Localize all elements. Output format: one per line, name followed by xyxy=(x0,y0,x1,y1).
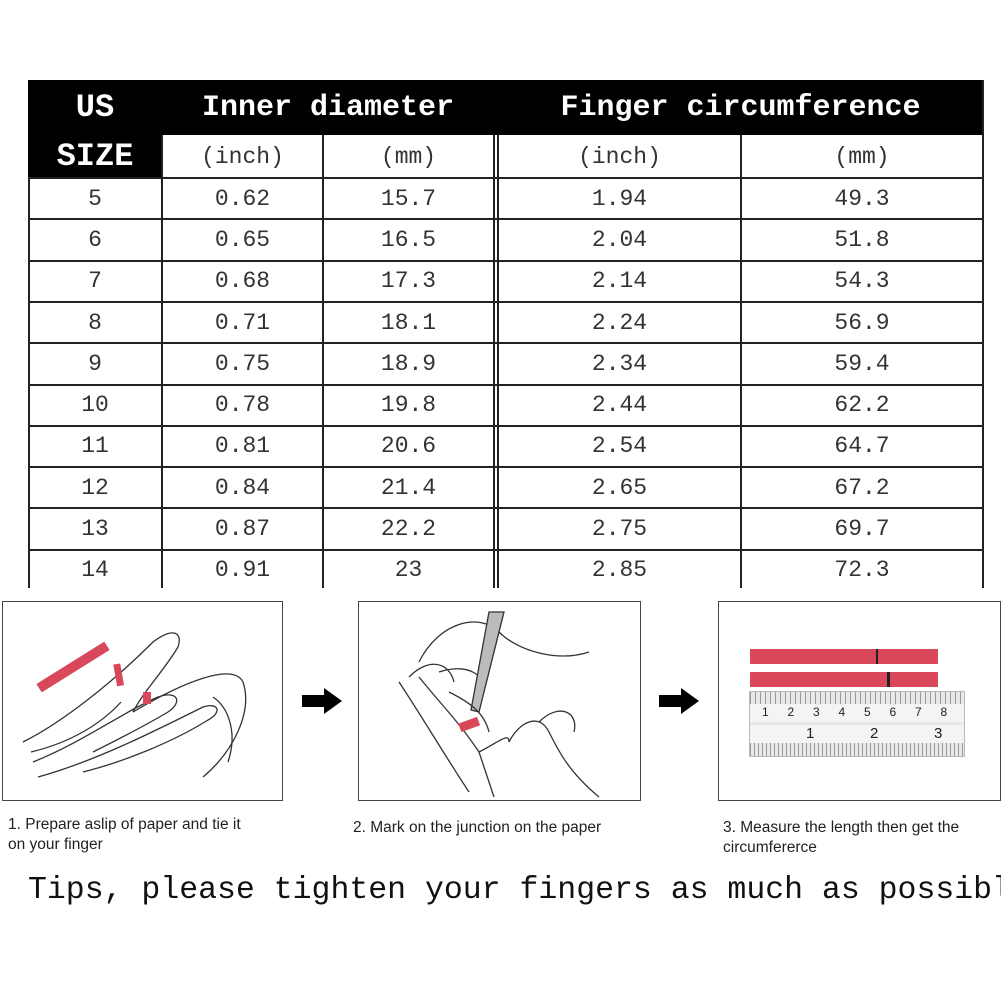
table-cell: 23 xyxy=(394,557,423,584)
table-cell: 0.75 xyxy=(214,350,271,377)
table-cell: 8 xyxy=(88,309,102,336)
table-cell: 13 xyxy=(81,516,109,543)
ruler-cm-label: 4 xyxy=(838,705,846,719)
step-1-illustration xyxy=(2,601,283,801)
ruler-cm-label: 6 xyxy=(889,705,897,719)
table-cell: 16.5 xyxy=(380,226,437,253)
tips-text: Tips, please tighten your fingers as muc… xyxy=(28,873,1001,908)
table-cell: 2.34 xyxy=(591,350,648,377)
table-cell: 1.94 xyxy=(591,185,648,212)
subheader-finger-mm: (mm) xyxy=(834,143,890,170)
subheader-inner-mm: (mm) xyxy=(380,143,437,170)
table-cell: 0.65 xyxy=(214,226,271,253)
step-2-illustration xyxy=(358,601,641,801)
ruler-inch-label: 3 xyxy=(934,725,943,742)
table-cell: 0.62 xyxy=(214,185,271,212)
table-cell: 12 xyxy=(81,474,109,501)
header-inner-diameter: Inner diameter xyxy=(162,80,494,135)
table-cell: 64.7 xyxy=(834,433,890,460)
ruler-cm-label: 8 xyxy=(940,705,948,719)
arrow-right-icon xyxy=(659,688,699,714)
table-cell: 59.4 xyxy=(834,350,890,377)
table-cell: 19.8 xyxy=(380,392,437,419)
table-cell: 2.85 xyxy=(591,557,648,584)
table-cell: 2.54 xyxy=(591,433,648,460)
table-cell: 67.2 xyxy=(834,474,890,501)
table-cell: 9 xyxy=(88,350,102,377)
table-cell: 2.04 xyxy=(591,226,648,253)
table-cell: 49.3 xyxy=(834,185,890,212)
step-3-caption: 3. Measure the length then get the circum… xyxy=(723,819,960,856)
table-cell: 14 xyxy=(81,557,109,584)
table-cell: 11 xyxy=(81,433,109,460)
paper-strip xyxy=(750,649,938,664)
ruler-cm-label: 7 xyxy=(915,705,922,719)
ruler-inch-label: 1 xyxy=(806,725,815,742)
header-us: US xyxy=(28,80,162,135)
ruler-inch-label: 2 xyxy=(870,725,879,742)
header-size: SIZE xyxy=(28,135,162,178)
table-cell: 2.14 xyxy=(591,268,648,295)
table-cell: 2.44 xyxy=(591,392,648,419)
table-cell: 0.91 xyxy=(214,557,271,584)
table-cell: 2.65 xyxy=(591,474,648,501)
table-cell: 18.9 xyxy=(380,350,437,377)
table-cell: 0.68 xyxy=(214,268,271,295)
table-cell: 22.2 xyxy=(380,516,437,543)
table-cell: 17.3 xyxy=(380,268,437,295)
ruler-cm-label: 5 xyxy=(864,705,871,719)
table-cell: 0.87 xyxy=(214,516,271,543)
table-cell: 6 xyxy=(88,226,102,253)
table-cell: 62.2 xyxy=(834,392,890,419)
table-cell: 7 xyxy=(88,268,102,295)
table-cell: 56.9 xyxy=(834,309,890,336)
table-cell: 0.71 xyxy=(214,309,271,336)
arrow-right-icon xyxy=(302,688,342,714)
header-finger-circumference: Finger circumference xyxy=(498,80,983,135)
table-cell: 0.84 xyxy=(214,474,271,501)
table-cell: 54.3 xyxy=(834,268,890,295)
table-cell: 72.3 xyxy=(834,557,890,584)
table-cell: 15.7 xyxy=(380,185,437,212)
step-2-caption: 2. Mark on the junction on the paper xyxy=(353,819,602,836)
table-cell: 0.78 xyxy=(214,392,271,419)
table-cell: 20.6 xyxy=(380,433,437,460)
table-cell: 2.75 xyxy=(591,516,648,543)
ruler-cm-label: 2 xyxy=(787,705,795,719)
table-cell: 51.8 xyxy=(834,226,890,253)
step-1-caption: 1. Prepare aslip of paper and tie it on y… xyxy=(8,816,241,853)
table-cell: 21.4 xyxy=(380,474,437,501)
paper-strip xyxy=(750,672,938,687)
subheader-finger-inch: (inch) xyxy=(578,143,661,170)
subheader-inner-inch: (inch) xyxy=(201,143,284,170)
table-cell: 0.81 xyxy=(214,433,271,460)
table-cell: 5 xyxy=(88,185,102,212)
table-cell: 18.1 xyxy=(380,309,437,336)
ruler-cm-label: 3 xyxy=(813,705,820,719)
table-cell: 10 xyxy=(81,392,109,419)
table-cell: 69.7 xyxy=(834,516,890,543)
ruler-cm-label: 1 xyxy=(762,705,769,719)
table-cell: 2.24 xyxy=(591,309,648,336)
